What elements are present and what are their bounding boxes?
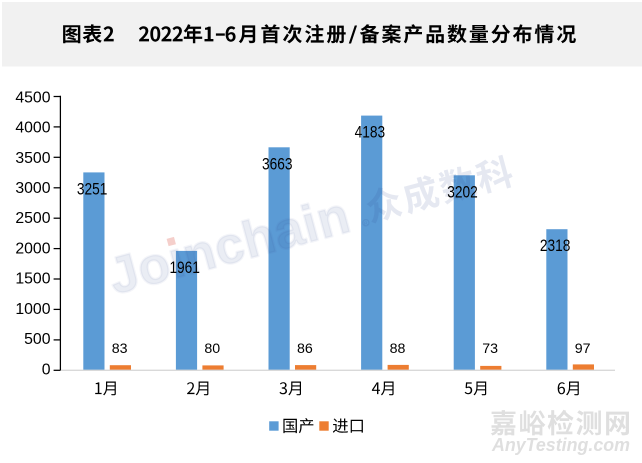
svg-text:3663: 3663	[262, 155, 293, 173]
svg-text:4000: 4000	[15, 120, 50, 137]
svg-text:4183: 4183	[355, 124, 386, 142]
svg-text:AnyTesting.com: AnyTesting.com	[491, 434, 630, 455]
svg-text:3251: 3251	[77, 180, 108, 198]
svg-text:3500: 3500	[15, 150, 50, 167]
svg-text:73: 73	[482, 341, 498, 357]
svg-text:3000: 3000	[15, 180, 50, 197]
svg-text:97: 97	[575, 341, 591, 357]
svg-text:R: R	[363, 221, 368, 228]
svg-text:1500: 1500	[15, 271, 50, 288]
svg-text:1000: 1000	[15, 301, 50, 318]
svg-text:500: 500	[24, 331, 51, 348]
svg-text:2318: 2318	[540, 237, 571, 255]
svg-text:88: 88	[390, 341, 406, 357]
svg-text:2500: 2500	[15, 210, 50, 227]
svg-text:83: 83	[112, 341, 128, 357]
svg-text:0: 0	[42, 361, 51, 378]
svg-text:2000: 2000	[15, 241, 50, 258]
svg-text:1961: 1961	[169, 259, 200, 277]
svg-text:80: 80	[204, 341, 220, 357]
svg-text:86: 86	[297, 341, 313, 357]
svg-text:4500: 4500	[15, 89, 50, 106]
svg-text:3202: 3202	[447, 183, 478, 201]
